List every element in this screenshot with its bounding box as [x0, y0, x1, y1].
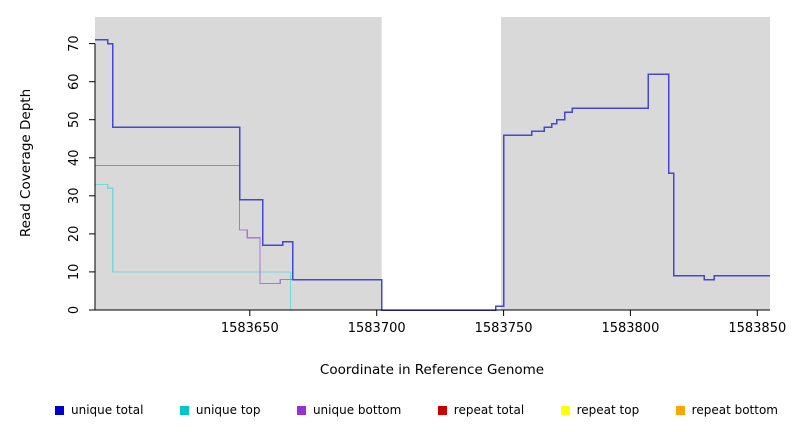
legend: unique total unique top unique bottom repea…	[0, 396, 792, 424]
x-tick-label: 1583850	[728, 321, 786, 336]
plot-background-layer	[95, 17, 770, 310]
y-tick-label: 40	[67, 150, 82, 167]
legend-label: unique top	[195, 403, 261, 417]
legend-item-repeat-bottom: repeat bottom	[675, 403, 778, 417]
series-line-unique-total	[95, 39, 770, 311]
y-tick-label: 50	[67, 111, 82, 128]
legend-label: repeat bottom	[691, 403, 778, 417]
legend-item-repeat-top: repeat top	[560, 403, 640, 417]
legend-item-unique-top: unique top	[179, 403, 261, 417]
x-axis-title: Coordinate in Reference Genome	[320, 362, 544, 378]
y-axis-title: Read Coverage Depth	[18, 89, 34, 237]
y-tick-label: 70	[67, 35, 82, 52]
legend-label: repeat top	[576, 403, 640, 417]
legend-label: unique total	[71, 403, 144, 417]
y-tick-label: 60	[67, 73, 82, 90]
legend-item-repeat-total: repeat total	[437, 403, 525, 417]
y-tick-label: 10	[67, 264, 82, 281]
legend-swatch-icon	[296, 405, 306, 415]
legend-swatch-icon	[437, 405, 447, 415]
y-tick-label: 0	[67, 306, 82, 314]
no-coverage-gap-band	[381, 17, 501, 310]
legend-swatch-icon	[179, 405, 189, 415]
x-tick-label: 1583800	[601, 321, 659, 336]
legend-swatch-icon	[55, 405, 64, 415]
y-tick-label: 30	[67, 188, 82, 205]
x-tick-label: 1583700	[348, 321, 406, 336]
x-tick-label: 1583750	[475, 321, 533, 336]
series-line-unique-top	[95, 183, 770, 311]
legend-swatch-icon	[560, 405, 570, 415]
axis-layer: 1583650 1583700 1583750 1583800 1583850 0 10 20…	[67, 35, 786, 336]
coverage-chart: 1583650 1583700 1583750 1583800 1583850 0 10 20…	[18, 17, 786, 378]
legend-item-unique-bottom: unique bottom	[296, 403, 402, 417]
y-tick-label: 20	[67, 226, 82, 243]
legend-label: repeat total	[453, 403, 525, 417]
legend-item-unique-total: unique total	[55, 403, 143, 417]
legend-swatch-icon	[675, 405, 685, 415]
x-tick-label: 1583650	[221, 321, 279, 336]
legend-label: unique bottom	[312, 403, 402, 417]
